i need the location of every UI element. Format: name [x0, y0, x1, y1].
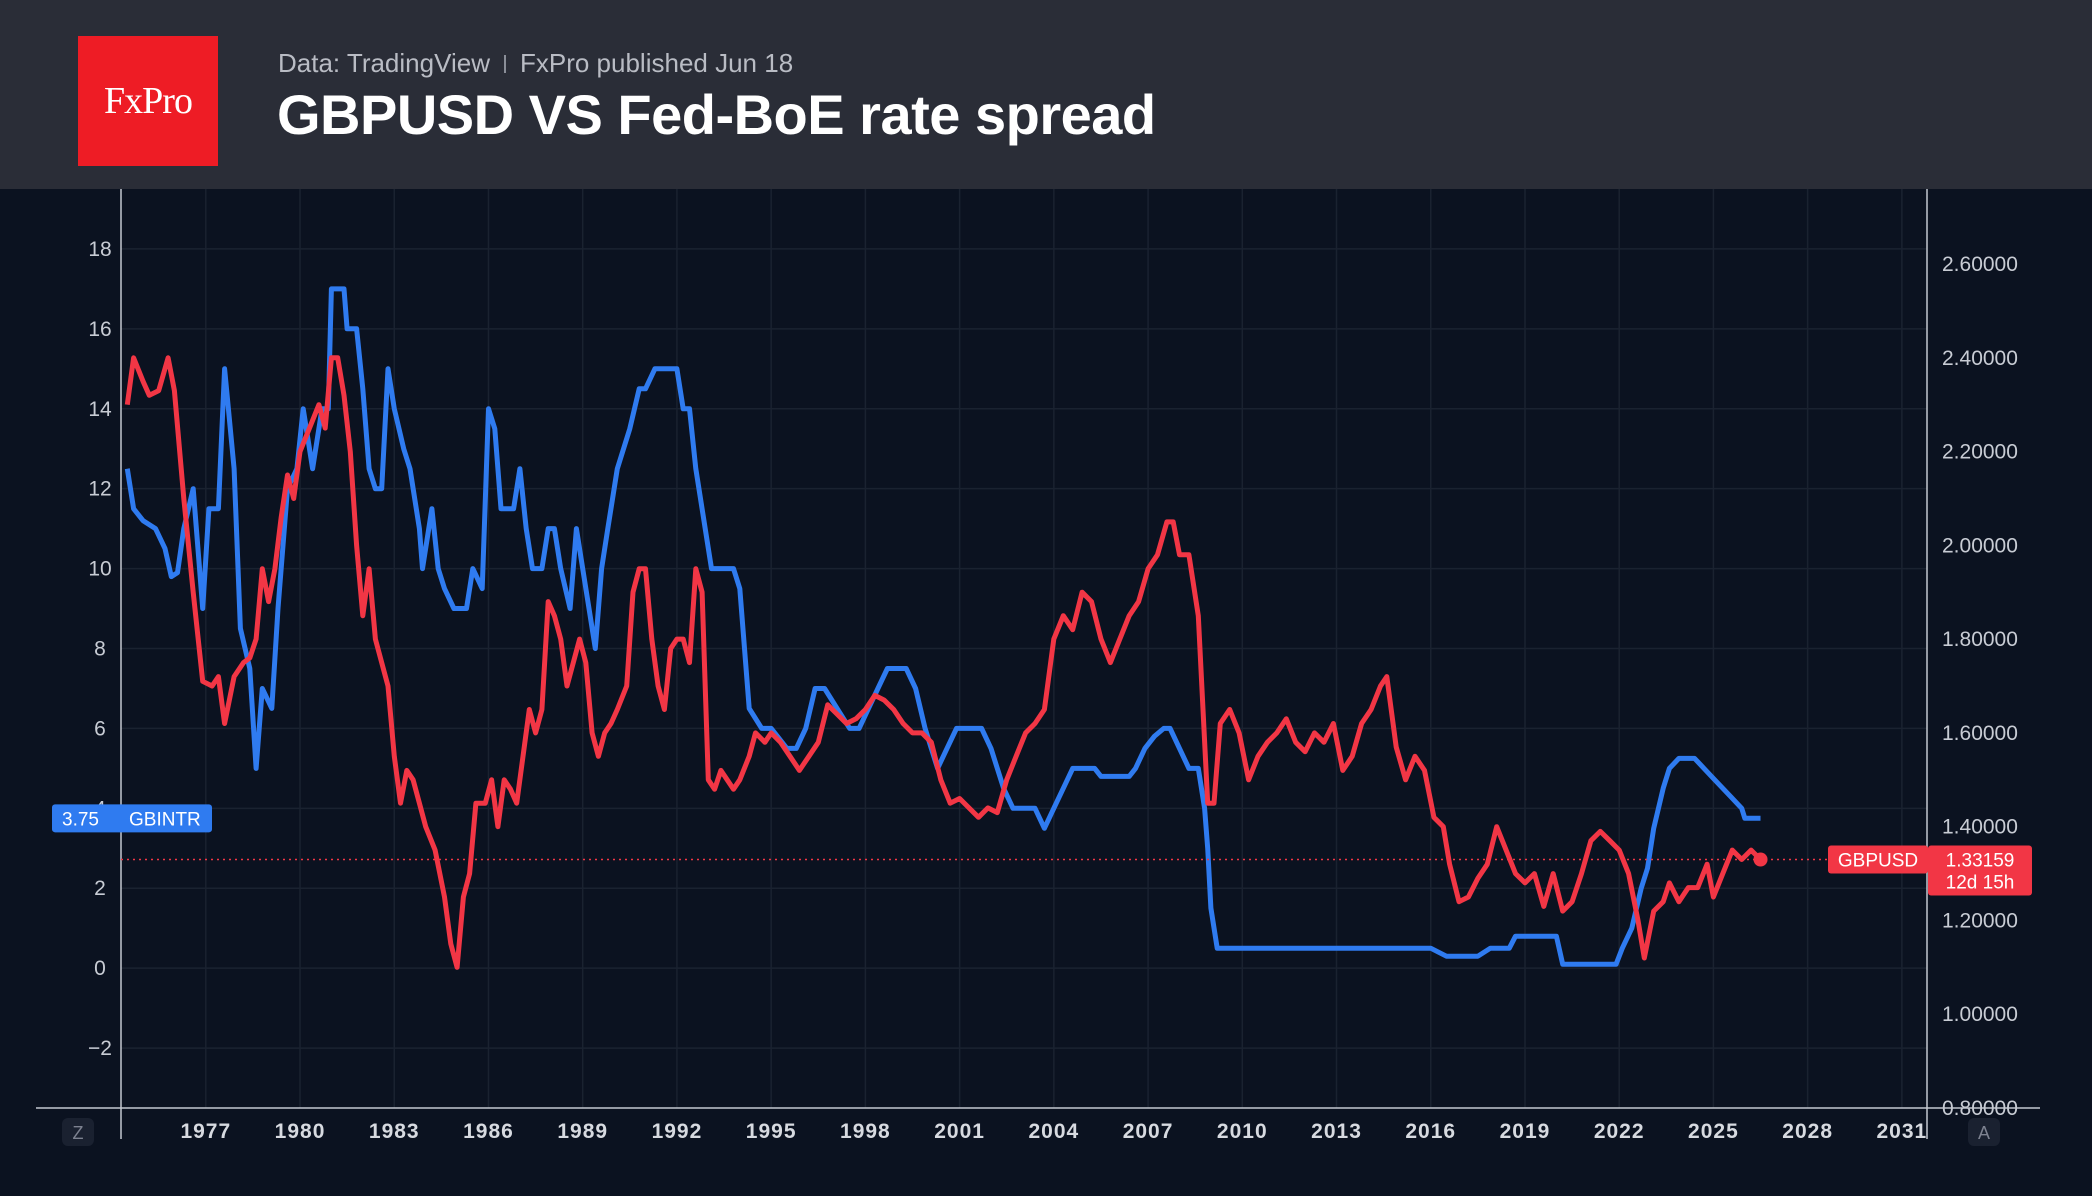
gbintr-tag: [52, 804, 212, 833]
x-tick-label: 2001: [934, 1120, 985, 1143]
left-tick-label: 14: [88, 398, 112, 421]
left-tick-label: 10: [88, 558, 111, 581]
x-tick-label: 2019: [1500, 1120, 1551, 1143]
left-tick-label: 2: [94, 877, 106, 900]
scale-z-button[interactable]: [62, 1118, 94, 1146]
axes: 1977 1980 1983 1986 1989 1992 1995 1998 2001 2004…: [36, 189, 2040, 1146]
right-tick-label: 1.40000: [1942, 816, 2018, 839]
left-tick-label: −2: [88, 1037, 112, 1060]
x-tick-label: 2007: [1123, 1120, 1174, 1143]
x-tick-label: 2025: [1688, 1120, 1739, 1143]
scale-z-label: Z: [73, 1123, 84, 1143]
x-tick-label: 2010: [1217, 1120, 1268, 1143]
right-tick-label: 2.60000: [1942, 253, 2018, 276]
gbpusd-line: [124, 355, 1763, 970]
data-source: Data: TradingView: [278, 48, 490, 78]
right-tick-label: 2.00000: [1942, 534, 2018, 557]
right-tick-label: 2.40000: [1942, 347, 2018, 370]
auto-scale-label: A: [1978, 1123, 1990, 1143]
chart-title: GBPUSD VS Fed-BoE rate spread: [277, 83, 1156, 146]
x-tick-label: 2004: [1028, 1120, 1079, 1143]
gbpusd-tag-name: GBPUSD: [1838, 850, 1918, 871]
right-tick-label: 1.20000: [1942, 909, 2018, 932]
x-tick-label: 2013: [1311, 1120, 1362, 1143]
gbintr-line: [124, 286, 1761, 967]
gbpusd-tag-countdown: 12d 15h: [1946, 872, 2015, 893]
grid-lines: [121, 189, 1927, 1108]
left-tick-label: 6: [94, 717, 106, 740]
chart-area[interactable]: 1977 1980 1983 1986 1989 1992 1995 1998 2001 2004…: [0, 189, 2092, 1196]
gbintr-tag-value: 3.75: [62, 809, 99, 830]
left-tick-label: 16: [88, 318, 111, 341]
x-tick-label: 2028: [1782, 1120, 1833, 1143]
right-tick-label: 1.80000: [1942, 628, 2018, 651]
gbintr-tag-name: GBINTR: [129, 809, 201, 830]
chart-header: FxPro Data: TradingView FxPro published …: [0, 0, 2092, 189]
auto-scale-button[interactable]: [1968, 1118, 2000, 1146]
gbpusd-last-point: [1753, 852, 1768, 867]
right-tick-label: 1.60000: [1942, 722, 2018, 745]
x-tick-label: 1998: [840, 1120, 891, 1143]
left-tick-label: 12: [88, 478, 111, 501]
subtitle-separator: [503, 54, 506, 73]
x-tick-label: 1980: [275, 1120, 326, 1143]
x-tick-label: 1983: [369, 1120, 420, 1143]
x-tick-label: 2022: [1594, 1120, 1645, 1143]
gbpusd-name-tag: [1828, 845, 1928, 874]
x-tick-label: 1977: [180, 1120, 231, 1143]
gbpusd-tag-value: 1.33159: [1946, 850, 2015, 871]
x-tick-label: 1995: [746, 1120, 797, 1143]
published-date: FxPro published Jun 18: [519, 48, 794, 78]
x-tick-label: 1992: [652, 1120, 703, 1143]
fxpro-logo: FxPro: [78, 36, 218, 166]
x-tick-label: 1986: [463, 1120, 514, 1143]
right-tick-label: 2.20000: [1942, 441, 2018, 464]
left-tick-label: 18: [88, 238, 111, 261]
x-tick-label: 2016: [1405, 1120, 1456, 1143]
left-tick-label: 0: [94, 957, 106, 980]
x-tick-label: 1989: [557, 1120, 608, 1143]
chart-subtitle: Data: TradingView FxPro published Jun 18: [278, 48, 793, 79]
x-tick-label: 2031: [1877, 1120, 1928, 1143]
series-lines: [121, 286, 1927, 970]
gbpusd-value-tag: [1928, 845, 2032, 896]
right-tick-label: 1.00000: [1942, 1003, 2018, 1026]
left-tick-label: 8: [94, 638, 106, 661]
